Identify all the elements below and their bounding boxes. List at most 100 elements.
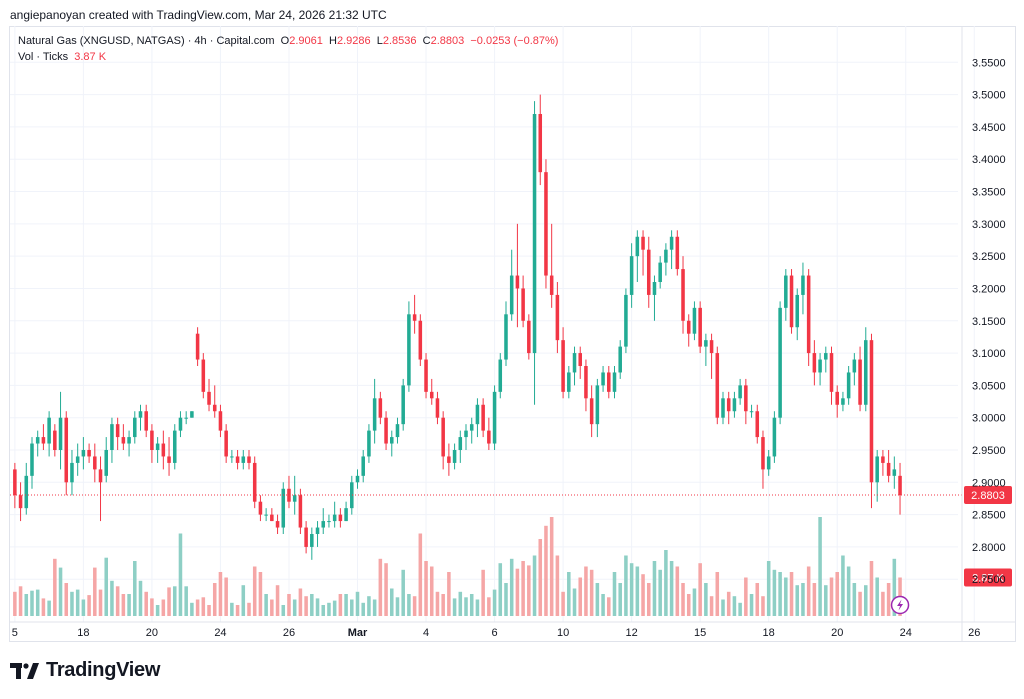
candle-body bbox=[321, 521, 326, 528]
candle-body bbox=[858, 359, 862, 405]
volume-bar bbox=[338, 594, 343, 616]
candle-body bbox=[458, 437, 463, 450]
candle-body bbox=[121, 437, 126, 444]
last-price-label: 2.8803 bbox=[971, 490, 1005, 502]
chart-frame[interactable] bbox=[9, 26, 1016, 642]
volume-bar bbox=[218, 572, 223, 616]
volume-bar bbox=[858, 591, 862, 616]
candle-body bbox=[30, 443, 34, 476]
volume-bar bbox=[270, 599, 274, 616]
y-tick-label: 3.5500 bbox=[972, 57, 1006, 69]
volume-bar bbox=[778, 572, 782, 616]
candle-body bbox=[47, 417, 51, 444]
candle-body bbox=[801, 275, 805, 295]
x-tick-label: 20 bbox=[831, 627, 843, 639]
candle-body bbox=[447, 456, 451, 463]
legend-volume-label[interactable]: Vol · Ticks bbox=[18, 51, 69, 63]
candle-body bbox=[355, 475, 360, 483]
candle-body bbox=[378, 398, 383, 418]
candle-body bbox=[549, 275, 554, 295]
volume-bar bbox=[172, 586, 177, 616]
volume-bar bbox=[721, 599, 725, 616]
candle-body bbox=[435, 398, 440, 418]
candle-body bbox=[595, 385, 600, 425]
legend-low: 2.8536 bbox=[382, 35, 417, 47]
volume-bar bbox=[487, 597, 491, 616]
y-tick-label: 3.4000 bbox=[972, 154, 1006, 166]
volume-bar bbox=[144, 591, 148, 616]
volume-bar bbox=[515, 568, 520, 616]
volume-bar bbox=[412, 596, 417, 616]
volume-bar bbox=[201, 597, 206, 616]
tradingview-logo[interactable]: TradingView bbox=[10, 659, 160, 682]
candle-body bbox=[766, 456, 771, 470]
legend-volume-line: Vol · Ticks 3.87 K bbox=[18, 49, 558, 65]
candle-body bbox=[98, 469, 103, 483]
legend-ohlc-line: Natural Gas (XNGUSD, NATGAS) · 4h · Capi… bbox=[18, 35, 559, 47]
candle-body bbox=[270, 514, 274, 522]
volume-bar bbox=[378, 558, 383, 616]
volume-bar bbox=[41, 598, 46, 616]
volume-bar bbox=[355, 591, 360, 616]
x-tick-label: 12 bbox=[626, 627, 638, 639]
candle-body bbox=[624, 294, 628, 347]
volume-bar bbox=[58, 567, 63, 616]
x-tick-label: 24 bbox=[214, 627, 226, 639]
candle-body bbox=[698, 307, 702, 347]
candle-body bbox=[218, 411, 223, 431]
candle-body bbox=[161, 443, 166, 457]
y-tick-label: 3.3500 bbox=[972, 187, 1006, 199]
candle-body bbox=[778, 307, 782, 418]
volume-bar bbox=[578, 577, 582, 616]
candle-body bbox=[407, 314, 411, 386]
volume-bar bbox=[407, 594, 411, 616]
candle-body bbox=[829, 353, 834, 392]
legend-symbol[interactable]: Natural Gas (XNGUSD, NATGAS) · 4h · Capi… bbox=[18, 35, 275, 47]
volume-bar bbox=[178, 533, 183, 616]
volume-bar bbox=[886, 583, 891, 616]
candle-body bbox=[869, 340, 874, 483]
volume-bar bbox=[287, 594, 291, 616]
volume-bar bbox=[24, 594, 29, 616]
candle-body bbox=[178, 417, 183, 431]
volume-bar bbox=[715, 572, 720, 616]
candle-body bbox=[681, 269, 685, 321]
candle-body bbox=[744, 385, 748, 412]
volume-bar bbox=[789, 572, 794, 616]
lightning-icon[interactable] bbox=[890, 595, 910, 615]
volume-bar bbox=[452, 598, 457, 616]
candle-body bbox=[658, 262, 662, 282]
candle-body bbox=[538, 114, 543, 173]
volume-bar bbox=[230, 602, 234, 616]
last-volume-label-bg bbox=[964, 568, 1012, 587]
volume-bar bbox=[161, 599, 166, 616]
volume-bar bbox=[646, 583, 651, 616]
candle-body bbox=[509, 275, 514, 315]
volume-bar bbox=[806, 566, 811, 616]
legend-high: 2.9286 bbox=[336, 35, 371, 47]
candle-body bbox=[275, 521, 280, 528]
candle-body bbox=[292, 495, 297, 502]
candle-body bbox=[464, 430, 468, 438]
candle-body bbox=[521, 288, 525, 321]
candle-body bbox=[818, 359, 822, 373]
candle-body bbox=[70, 462, 74, 483]
volume-bar bbox=[458, 591, 463, 616]
candle-body bbox=[412, 314, 417, 321]
volume-bar bbox=[824, 585, 828, 616]
volume-bar bbox=[869, 561, 874, 616]
tradingview-logo-icon bbox=[10, 662, 39, 679]
candle-body bbox=[761, 437, 765, 470]
volume-bar bbox=[464, 597, 468, 616]
x-tick-label: 18 bbox=[77, 627, 89, 639]
candle-body bbox=[167, 456, 171, 463]
volume-bar bbox=[384, 563, 388, 616]
volume-bar bbox=[795, 585, 800, 616]
volume-bar bbox=[435, 591, 440, 616]
candle-body bbox=[235, 456, 240, 463]
volume-bar bbox=[247, 602, 251, 616]
volume-bar bbox=[829, 577, 834, 616]
candle-body bbox=[555, 294, 560, 341]
volume-bar bbox=[629, 563, 634, 616]
